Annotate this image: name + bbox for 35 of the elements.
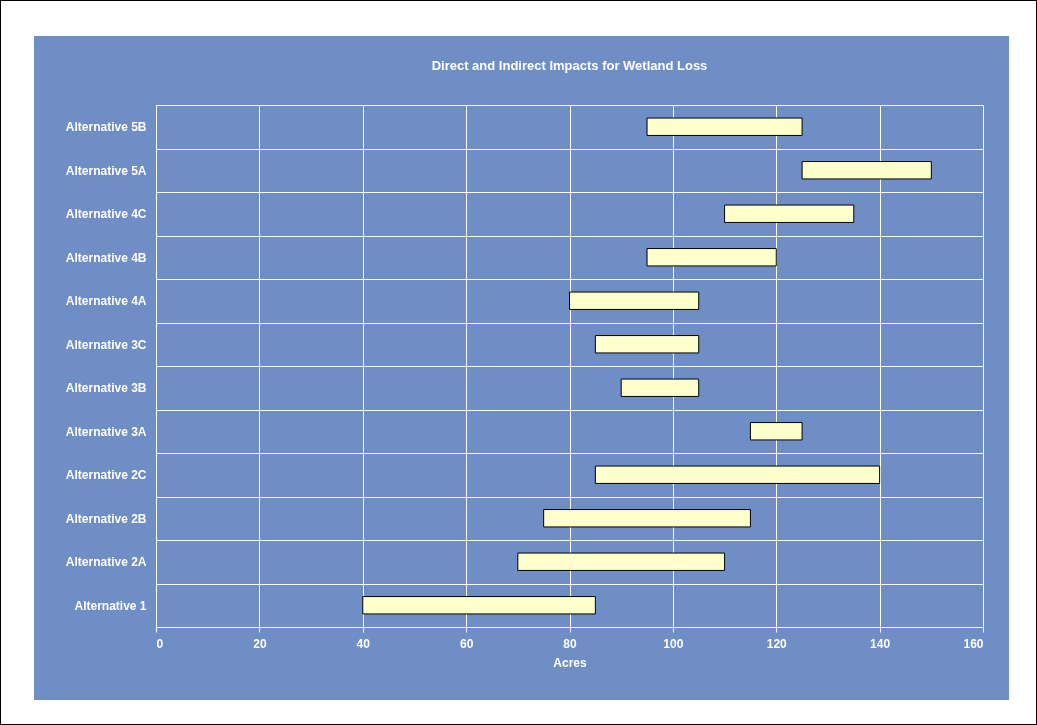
bar [801, 161, 932, 180]
bar [620, 378, 700, 397]
x-tick-label: 40 [356, 636, 371, 651]
y-tick-label: Alternative 2B [65, 511, 147, 526]
bar [749, 422, 803, 441]
bar [646, 117, 803, 136]
bar [724, 204, 855, 223]
y-tick-label: Alternative 3A [65, 424, 147, 439]
x-tick-label: 140 [870, 636, 891, 651]
bar [646, 248, 777, 267]
bar [517, 552, 726, 571]
y-tick-label: Alternative 4C [65, 207, 147, 222]
y-tick-label: Alternative 5B [65, 120, 147, 135]
bar [569, 291, 700, 310]
y-tick-label: Alternative 4A [65, 294, 147, 309]
x-tick-label: 20 [253, 636, 267, 651]
x-tick-label: 100 [663, 636, 684, 651]
y-tick-label: Alternative 2A [65, 555, 147, 570]
x-axis-title: Acres [553, 655, 587, 670]
bar [594, 335, 700, 354]
y-tick-label: Alternative 5A [65, 163, 147, 178]
x-tick-label: 160 [963, 636, 984, 651]
y-tick-label: Alternative 2C [65, 468, 147, 483]
bar [362, 596, 596, 615]
x-tick-label: 120 [766, 636, 788, 651]
x-tick-label: 0 [156, 636, 164, 651]
chart-title: Direct and Indirect Impacts for Wetland Loss [431, 58, 708, 73]
bar [543, 509, 751, 528]
y-tick-label: Alternative 4B [65, 250, 147, 265]
y-tick-label: Alternative 3C [65, 337, 147, 352]
x-tick-label: 80 [563, 636, 577, 651]
y-tick-label: Alternative 1 [74, 598, 147, 613]
x-tick-label: 60 [459, 636, 474, 651]
y-tick-label: Alternative 3B [65, 381, 147, 396]
bar [594, 465, 881, 484]
